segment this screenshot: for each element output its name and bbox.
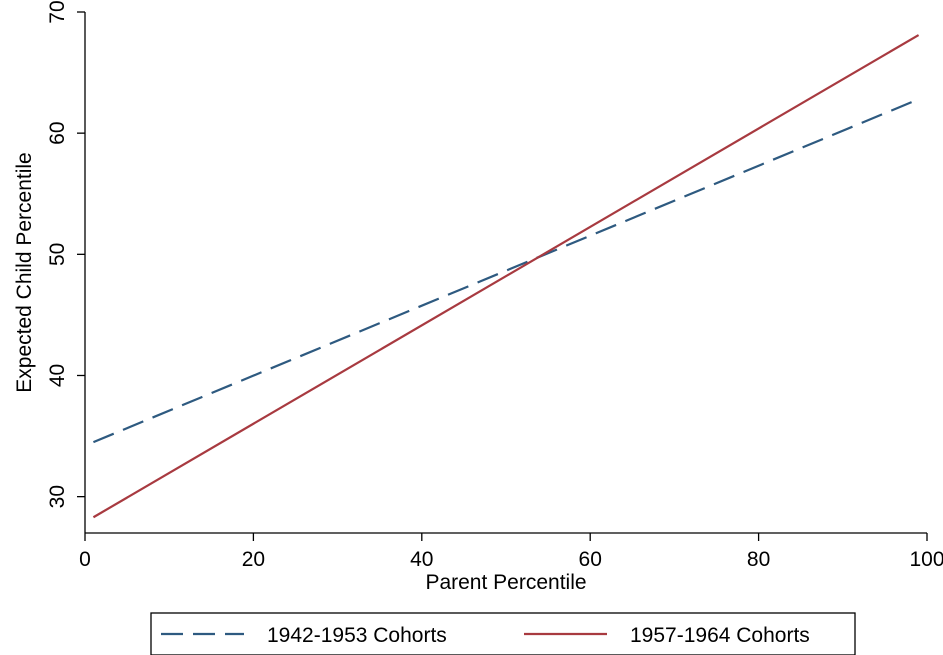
x-tick-label: 40 <box>410 548 433 571</box>
y-axis-title: Expected Child Percentile <box>13 152 36 392</box>
x-tick-label: 20 <box>242 548 265 571</box>
legend-box <box>150 612 856 655</box>
legend-label-1: 1942-1953 Cohorts <box>267 624 447 647</box>
axes: 0 20 40 60 80 100 30 40 50 60 70 <box>46 0 943 571</box>
y-tick-label: 40 <box>46 364 69 387</box>
series-layer <box>92 34 920 519</box>
series-line-2 <box>92 34 920 519</box>
y-tick-label: 50 <box>46 243 69 266</box>
legend-label-2: 1957-1964 Cohorts <box>630 624 810 647</box>
x-tick-label: 60 <box>579 548 602 571</box>
y-tick-label: 30 <box>46 485 69 508</box>
y-tick-label: 70 <box>46 0 69 23</box>
x-tick-label: 100 <box>909 548 943 571</box>
series-line-1 <box>92 98 920 444</box>
x-axis-title: Parent Percentile <box>425 571 586 594</box>
y-tick-label: 60 <box>46 121 69 144</box>
x-tick-label: 0 <box>79 548 91 571</box>
legend: 1942-1953 Cohorts 1957-1964 Cohorts <box>150 612 856 655</box>
x-tick-label: 80 <box>747 548 770 571</box>
